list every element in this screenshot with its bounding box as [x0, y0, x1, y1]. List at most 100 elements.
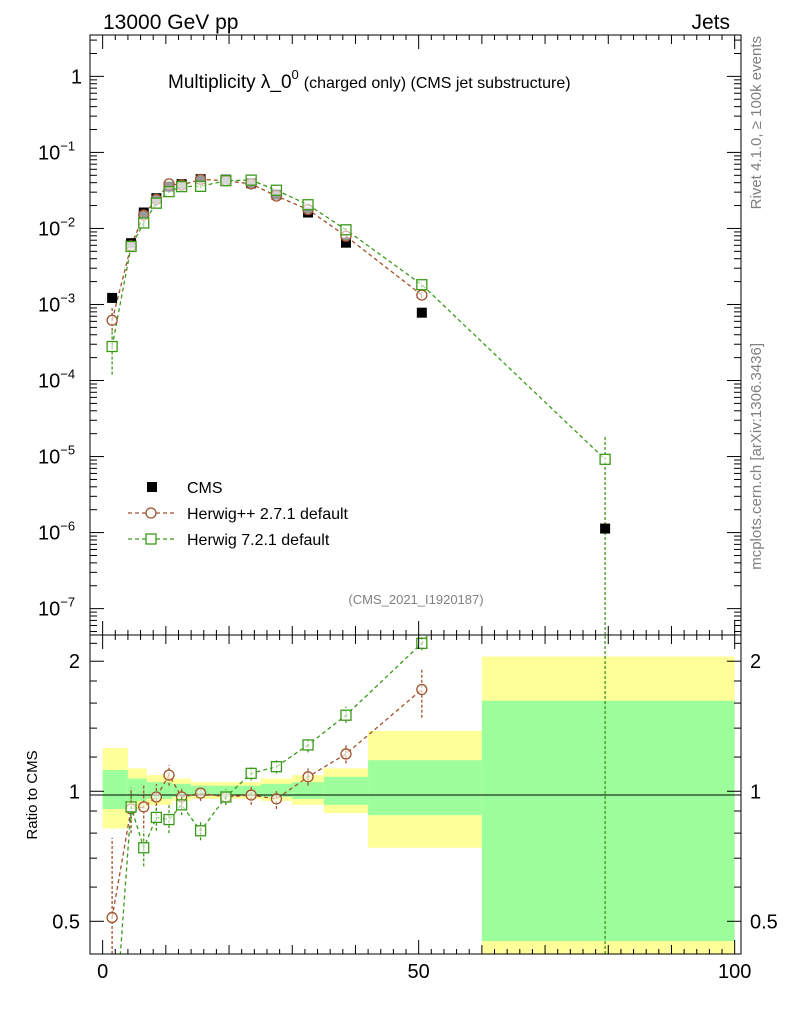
plot-title-sup: 0 [292, 67, 299, 82]
herwig7-point [302, 199, 314, 211]
series-line-herwig7 [111, 179, 606, 460]
header-right-label: Jets [691, 11, 730, 34]
ratio-point-herwig7 [416, 637, 428, 649]
y-tick-label-exponent: −3 [60, 290, 75, 305]
y-tick-label-exponent: −5 [60, 443, 75, 458]
ratio-uncertainty-bands [102, 656, 735, 954]
band-inner [102, 769, 128, 809]
plot-title-main: Multiplicity λ_0 [168, 72, 292, 93]
herwigpp-point [416, 289, 428, 301]
band-inner [481, 700, 735, 942]
ratio-point-herwigpp [340, 748, 352, 760]
herwig7-point [599, 453, 611, 465]
herwig7-point [106, 340, 118, 353]
ratio-y-tick-label-left: 1 [69, 781, 80, 803]
mcplots-label: mcplots.cern.ch [arXiv:1306.3436] [748, 343, 765, 570]
rivet-version-label: Rivet 4.1.0, ≥ 100k events [748, 36, 765, 209]
ratio-point-herwigpp [194, 787, 207, 799]
ratio-point-herwig7 [138, 842, 150, 854]
plot-title-sub: (charged only) (CMS jet substructure) [304, 75, 571, 92]
legend-marker-herwigpp [145, 507, 157, 519]
legend-label-herwig7: Herwig 7.2.1 default [187, 532, 330, 549]
ratio-series-layer [106, 635, 606, 954]
y-tick-label-base: 10 [38, 523, 60, 545]
y-tick-label: 10−1 [38, 138, 75, 164]
x-tick-label: 50 [408, 961, 430, 983]
herwig7-point [340, 224, 352, 236]
x-tick-label: 100 [718, 961, 751, 983]
herwig7-point [150, 197, 163, 209]
y-tick-label: 10−5 [38, 443, 75, 469]
main-axis-ticks: 110−110−210−310−410−510−610−7 [38, 35, 741, 635]
y-tick-label-exponent: −1 [60, 138, 75, 153]
legend-marker-herwig7 [145, 533, 157, 545]
ratio-point-herwig7 [194, 825, 207, 837]
ratio-point-herwigpp [302, 771, 314, 783]
ratio-point-herwigpp [416, 683, 428, 696]
herwig7-point [138, 217, 150, 229]
y-tick-label-exponent: −4 [60, 367, 75, 382]
ratio-point-herwigpp [163, 769, 175, 781]
y-tick-label-base: 10 [38, 294, 60, 316]
ratio-point-herwigpp [245, 789, 257, 801]
herwig7-point [163, 185, 175, 198]
ratio-point-herwig7 [340, 709, 352, 721]
y-tick-label-base: 10 [38, 218, 60, 240]
y-tick-label: 10−7 [38, 595, 75, 621]
herwig7-point [175, 180, 188, 193]
ratio-y-tick-label-left: 0.5 [52, 911, 80, 933]
ratio-point-herwig7 [270, 761, 283, 773]
ratio-plot-frame [89, 634, 742, 955]
legend-label-herwigpp: Herwig++ 2.7.1 default [187, 506, 349, 523]
herwigpp-point [106, 314, 118, 326]
herwig7-point [125, 240, 137, 253]
band-inner [210, 785, 242, 796]
legend-marker-cms [147, 482, 157, 492]
ratio-point-herwigpp [138, 801, 150, 813]
y-tick-label-base: 10 [38, 599, 60, 621]
ratio-point-herwig7 [175, 799, 188, 811]
ratio-point-herwig7 [220, 791, 232, 803]
cms-data-point [600, 523, 611, 534]
herwig7-point [416, 279, 428, 291]
herwig7-point [245, 174, 257, 186]
legend: CMS Herwig++ 2.7.1 default Herwig 7.2.1 … [128, 480, 349, 549]
herwig7-point [194, 180, 207, 192]
analysis-watermark: (CMS_2021_I1920187) [348, 592, 483, 607]
legend-label-cms: CMS [187, 480, 223, 497]
ratio-point-herwig7 [302, 739, 314, 751]
ratio-point-herwig7 [245, 767, 257, 780]
y-tick-label-exponent: −2 [60, 214, 75, 229]
ratio-point-herwig7 [150, 811, 163, 824]
main-series-layer [106, 173, 611, 635]
ratio-plot-panel: 0.5 0.5 1 1 2 2 0 50 100 Ratio to CMS [24, 634, 778, 983]
y-tick-label: 1 [71, 66, 82, 88]
y-tick-label-base: 10 [38, 142, 60, 164]
ratio-point-herwigpp [106, 911, 118, 924]
y-tick-label-exponent: −7 [60, 595, 75, 610]
x-tick-label: 0 [97, 961, 108, 983]
herwig7-point [220, 175, 232, 187]
ratio-y-axis-label: Ratio to CMS [24, 750, 41, 839]
cms-data-point [416, 307, 427, 318]
y-tick-label: 10−2 [38, 214, 75, 240]
cms-data-point [340, 237, 351, 248]
y-tick-label-base: 10 [38, 371, 60, 393]
y-tick-label-exponent: −6 [60, 519, 75, 534]
main-plot-panel: 110−110−210−310−410−510−610−7 Multiplici… [38, 34, 742, 636]
header-left-label: 13000 GeV pp [103, 11, 238, 34]
ratio-axis-ticks: 0.5 0.5 1 1 2 2 0 50 100 [52, 635, 778, 983]
ratio-y-tick-label-right: 1 [750, 781, 761, 803]
plot-title: Multiplicity λ_00 (charged only) (CMS jet… [168, 67, 571, 93]
y-tick-label: 10−3 [38, 290, 75, 316]
ratio-point-herwigpp [270, 793, 283, 805]
ratio-y-tick-label-right: 2 [750, 651, 761, 673]
ratio-point-herwigpp [150, 791, 163, 803]
ratio-point-herwig7 [163, 813, 175, 826]
band-inner [368, 760, 482, 816]
ratio-y-tick-label-right: 0.5 [750, 911, 778, 933]
herwig7-point [270, 184, 283, 196]
y-tick-label: 10−6 [38, 519, 75, 545]
ratio-y-tick-label-left: 2 [69, 651, 80, 673]
cms-data-point [107, 292, 118, 303]
